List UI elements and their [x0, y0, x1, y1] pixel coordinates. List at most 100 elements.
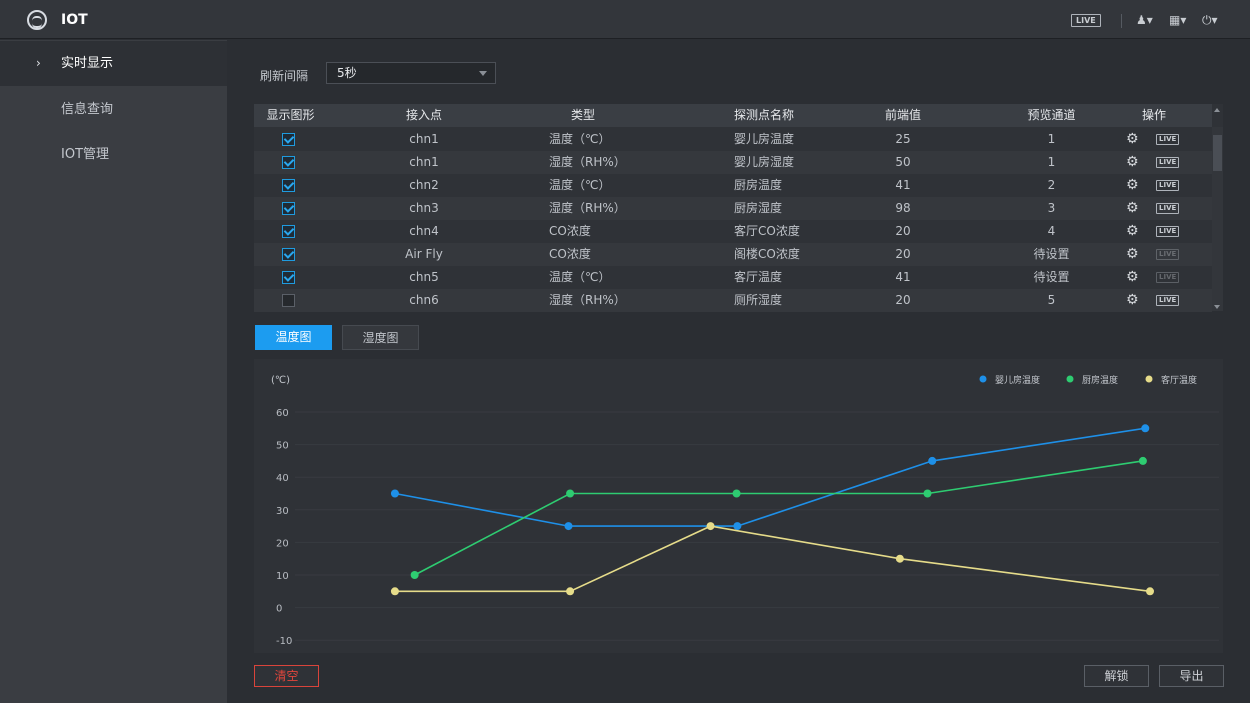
live-preview-button[interactable]: LIVE	[1156, 180, 1180, 191]
gear-icon[interactable]: ⚙	[1126, 292, 1139, 308]
legend-label: 客厅温度	[1161, 374, 1197, 386]
data-point	[566, 489, 575, 498]
data-point	[733, 522, 742, 531]
sidebar-item-query[interactable]: 信息查询	[0, 87, 227, 132]
sidebar-item-realtime[interactable]: › 实时显示	[0, 41, 227, 86]
gear-icon[interactable]: ⚙	[1126, 223, 1139, 239]
user-icon[interactable]: ♟▾	[1136, 13, 1153, 27]
refresh-interval-select[interactable]: 5秒	[326, 62, 496, 84]
unlock-button[interactable]: 解锁	[1084, 665, 1149, 687]
gear-icon[interactable]: ⚙	[1126, 246, 1139, 262]
table-row: chn5 温度（℃） 客厅温度 41 待设置 ⚙ LIVE	[254, 266, 1212, 289]
gear-icon[interactable]: ⚙	[1126, 269, 1139, 285]
access-point-cell: Air Fly	[405, 247, 443, 261]
table-row: Air Fly CO浓度 阁楼CO浓度 20 待设置 ⚙ LIVE	[254, 243, 1212, 266]
chart-canvas: (℃) 60 50 40 30 20 10 0 -10 婴儿房温度 厨房温度 客厅温度	[271, 374, 1219, 647]
data-point	[390, 587, 399, 596]
data-point	[1138, 456, 1147, 465]
preview-channel-cell: 4	[1047, 224, 1056, 238]
probe-name-cell: 厕所湿度	[734, 293, 783, 307]
value-cell: 20	[895, 247, 911, 261]
live-view-button[interactable]: LIVE	[1071, 14, 1101, 27]
probe-name-cell: 厨房温度	[734, 178, 783, 192]
scroll-up-icon[interactable]	[1214, 108, 1220, 112]
y-tick-label: 50	[276, 441, 289, 452]
sensor-table: 显示图形 接入点 类型 探测点名称 前端值 预览通道 操作 chn1 温度（℃） 婴…	[254, 104, 1223, 312]
y-tick-label: 40	[276, 473, 289, 484]
probe-name-cell: 客厅温度	[734, 270, 783, 284]
type-cell: 温度（℃）	[549, 270, 611, 284]
gear-icon[interactable]: ⚙	[1126, 131, 1139, 147]
show-graph-checkbox[interactable]	[282, 202, 295, 215]
access-point-cell: chn6	[409, 293, 439, 307]
live-preview-button[interactable]: LIVE	[1156, 157, 1180, 168]
live-preview-button[interactable]: LIVE	[1156, 134, 1180, 145]
show-graph-checkbox[interactable]	[282, 179, 295, 192]
show-graph-checkbox[interactable]	[282, 225, 295, 238]
chevron-right-icon: ›	[36, 56, 41, 70]
access-point-cell: chn1	[409, 132, 439, 146]
sidebar-item-label: IOT管理	[61, 147, 110, 162]
series-line	[394, 525, 1151, 593]
clear-button[interactable]: 清空	[254, 665, 319, 687]
export-button[interactable]: 导出	[1159, 665, 1224, 687]
data-point	[566, 587, 575, 596]
gear-icon[interactable]: ⚙	[1126, 177, 1139, 193]
access-point-cell: chn2	[409, 178, 439, 192]
value-cell: 25	[895, 132, 911, 146]
live-preview-button[interactable]: LIVE	[1156, 203, 1180, 214]
live-preview-button[interactable]: LIVE	[1156, 226, 1180, 237]
show-graph-checkbox[interactable]	[282, 156, 295, 169]
scrollbar-thumb[interactable]	[1213, 135, 1222, 171]
y-tick-label: 30	[276, 506, 289, 517]
data-point	[732, 489, 741, 498]
preview-channel-cell: 3	[1047, 201, 1056, 215]
table-row: chn1 温度（℃） 婴儿房温度 25 1 ⚙ LIVE	[254, 128, 1212, 151]
preview-channel-cell: 待设置	[1033, 270, 1070, 284]
data-point	[390, 489, 399, 498]
y-tick-label: -10	[276, 636, 292, 647]
grid-icon[interactable]: ▦▾	[1169, 13, 1187, 27]
type-cell: 湿度（RH%）	[549, 293, 626, 307]
live-preview-button: LIVE	[1156, 249, 1180, 260]
probe-name-cell: 婴儿房湿度	[734, 155, 795, 169]
divider	[1121, 14, 1122, 28]
show-graph-checkbox[interactable]	[282, 271, 295, 284]
table-header: 显示图形 接入点 类型 探测点名称 前端值 预览通道 操作	[254, 104, 1212, 127]
data-point	[1141, 424, 1150, 433]
legend-marker	[1145, 375, 1153, 383]
scroll-down-icon[interactable]	[1214, 305, 1220, 309]
main-content: 刷新间隔 5秒 显示图形 接入点 类型 探测点名称 前端值 预览通道 操作 ch…	[227, 40, 1250, 703]
preview-channel-cell: 1	[1047, 132, 1056, 146]
preview-channel-cell: 1	[1047, 155, 1056, 169]
preview-channel-cell: 5	[1047, 293, 1056, 307]
power-icon[interactable]: ⏻▾	[1202, 13, 1218, 27]
show-graph-checkbox[interactable]	[282, 294, 295, 307]
column-header-access-point: 接入点	[405, 108, 442, 122]
column-header-value: 前端值	[884, 108, 921, 122]
tab-humidity-chart[interactable]: 湿度图	[342, 325, 419, 350]
legend-marker	[1066, 375, 1074, 383]
legend-marker	[979, 375, 987, 383]
sidebar-item-iot-management[interactable]: IOT管理	[0, 132, 227, 177]
type-cell: 温度（℃）	[549, 178, 611, 192]
show-graph-checkbox[interactable]	[282, 248, 295, 261]
table-row: chn3 湿度（RH%） 厨房湿度 98 3 ⚙ LIVE	[254, 197, 1212, 220]
show-graph-checkbox[interactable]	[282, 133, 295, 146]
probe-name-cell: 阁楼CO浓度	[734, 247, 800, 261]
y-tick-label: 10	[276, 571, 289, 582]
column-header-actions: 操作	[1141, 108, 1166, 122]
app-title: IOT	[61, 12, 88, 28]
tab-temperature-chart[interactable]: 温度图	[255, 325, 332, 350]
y-axis-unit: (℃)	[271, 375, 290, 386]
gear-icon[interactable]: ⚙	[1126, 200, 1139, 216]
value-cell: 20	[895, 224, 911, 238]
y-tick-label: 20	[276, 538, 289, 549]
refresh-interval-label: 刷新间隔	[260, 69, 309, 83]
refresh-interval-value: 5秒	[337, 66, 357, 80]
gear-icon[interactable]: ⚙	[1126, 154, 1139, 170]
live-preview-button[interactable]: LIVE	[1156, 295, 1180, 306]
table-row: chn6 湿度（RH%） 厕所湿度 20 5 ⚙ LIVE	[254, 289, 1212, 312]
table-scrollbar[interactable]	[1212, 108, 1223, 311]
access-point-cell: chn1	[409, 155, 439, 169]
